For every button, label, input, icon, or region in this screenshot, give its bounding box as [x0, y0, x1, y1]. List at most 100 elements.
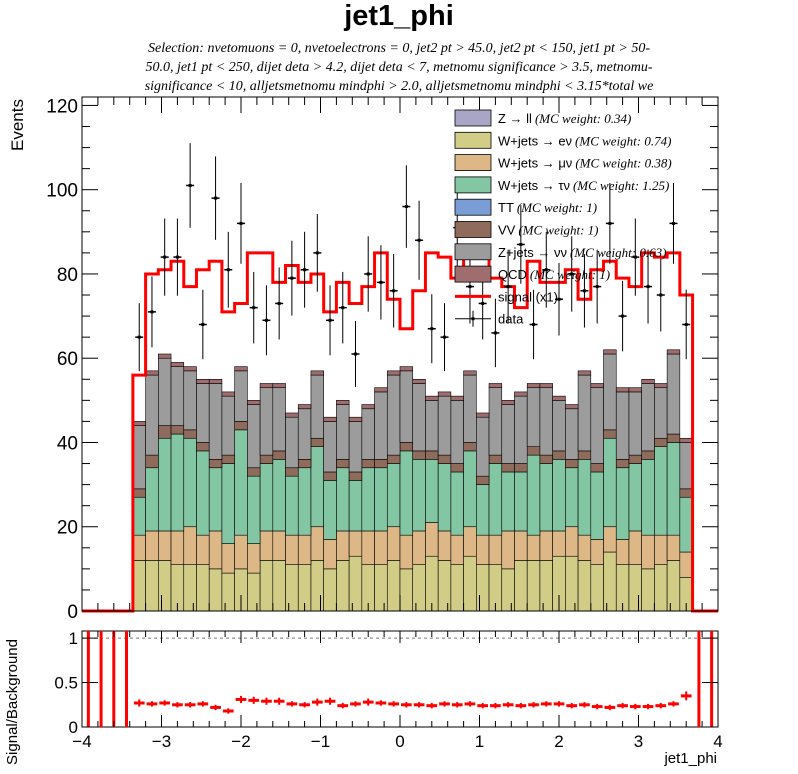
bar-wen-4 [132, 560, 146, 612]
bar-wmn-31 [476, 534, 490, 565]
legend-entry-qcd: QCD (MC weight: 1) [454, 265, 610, 283]
ratio-point-39 [579, 702, 590, 708]
bar-qcd-47 [679, 437, 693, 443]
bar-znn-38 [565, 408, 579, 460]
data-point-18 [313, 214, 322, 292]
bar-wmn-46 [666, 534, 681, 561]
bar-vv-39 [577, 450, 592, 460]
bar-vv-41 [603, 429, 617, 439]
bar-vv-13 [247, 467, 261, 477]
ratio-point-42 [617, 703, 628, 709]
bar-qcd-35 [526, 383, 541, 389]
bar-wtn-26 [412, 459, 426, 532]
bar-wen-9 [196, 564, 210, 612]
data-point-26 [415, 200, 424, 280]
y-tick-label-4: 80 [57, 265, 78, 286]
bar-wmn-28 [437, 530, 452, 561]
data-point-37 [555, 262, 563, 336]
ratio-point-26 [413, 702, 425, 708]
bar-qcd-27 [425, 395, 439, 401]
bar-qcd-34 [514, 391, 528, 397]
bar-znn-27 [425, 400, 439, 452]
bar-wtn-35 [526, 454, 541, 536]
bar-znn-10 [208, 383, 223, 460]
bar-wtn-24 [386, 463, 401, 528]
y-tick-label-6: 120 [46, 96, 78, 117]
bar-vv-40 [590, 463, 604, 473]
bar-qcd-10 [208, 378, 223, 384]
data-point-41 [605, 182, 614, 264]
data-point-34 [516, 205, 525, 284]
bar-wtn-8 [183, 437, 197, 528]
x-tick-label-3: −1 [311, 732, 330, 751]
legend-entry-signal: signal (x1) [455, 289, 558, 304]
bar-znn-14 [259, 387, 274, 456]
bar-znn-43 [628, 391, 642, 456]
bar-qcd-33 [501, 400, 515, 405]
ratio-point-24 [388, 701, 399, 707]
ratio-point-19 [324, 697, 336, 705]
bar-znn-21 [348, 421, 363, 473]
stacked-histogram [82, 143, 718, 613]
bar-wmn-20 [336, 530, 350, 561]
bar-wen-14 [259, 560, 274, 612]
bar-wen-21 [348, 555, 363, 612]
bar-znn-23 [374, 391, 388, 460]
x-tick-label-8: 4 [713, 732, 722, 751]
bar-znn-4 [132, 425, 146, 490]
bar-qcd-26 [412, 378, 426, 384]
bar-wen-15 [272, 560, 286, 612]
bar-wen-24 [386, 560, 401, 612]
bar-wen-33 [501, 568, 515, 612]
data-point-43 [631, 218, 640, 296]
x-tick-label-4: 0 [395, 732, 404, 751]
bar-vv-25 [399, 442, 414, 452]
bar-wen-41 [603, 551, 617, 612]
bar-znn-20 [336, 404, 350, 460]
bar-wmn-22 [361, 530, 375, 565]
data-point-42 [618, 280, 627, 352]
legend-label-zll: Z → ll (MC weight: 0.34) [498, 111, 631, 126]
ratio-point-38 [566, 703, 578, 709]
bar-vv-45 [654, 437, 668, 447]
bar-wmn-5 [145, 530, 159, 561]
bar-wmn-25 [399, 534, 414, 570]
data-point-46 [669, 182, 678, 264]
bar-vv-32 [488, 454, 503, 464]
legend-label-signal: signal (x1) [498, 289, 558, 304]
bar-vv-4 [132, 488, 146, 498]
bar-qcd-8 [183, 366, 197, 372]
bar-wmn-37 [552, 530, 566, 557]
ratio-point-5 [146, 701, 158, 707]
legend-label-qcd: QCD (MC weight: 1) [498, 267, 610, 282]
bar-znn-11 [221, 395, 235, 456]
data-point-32 [491, 298, 500, 368]
data-point-4 [135, 303, 144, 372]
ratio-point-41 [604, 704, 616, 711]
bar-vv-15 [272, 450, 286, 460]
bar-vv-16 [285, 467, 299, 477]
bar-qcd-43 [628, 387, 642, 393]
ratio-point-32 [490, 703, 501, 709]
bar-wtn-46 [666, 442, 681, 536]
data-point-38 [567, 236, 576, 312]
data-point-13 [249, 271, 258, 344]
bar-wen-28 [437, 560, 452, 612]
data-point-9 [198, 289, 207, 360]
bar-znn-22 [361, 408, 375, 460]
bar-znn-32 [488, 387, 503, 456]
bar-wmn-42 [615, 539, 630, 565]
ratio-point-27 [426, 703, 438, 709]
bar-znn-30 [463, 374, 477, 443]
bar-vv-43 [628, 454, 642, 464]
ratio-point-4 [133, 699, 145, 707]
bar-wmn-41 [603, 526, 617, 553]
bar-wmn-32 [488, 534, 503, 565]
bar-qcd-39 [577, 370, 592, 376]
data-point-27 [427, 294, 436, 364]
bar-qcd-42 [615, 387, 630, 393]
bar-wmn-30 [463, 526, 477, 557]
bar-wen-6 [158, 560, 172, 612]
bar-wen-13 [247, 572, 261, 612]
